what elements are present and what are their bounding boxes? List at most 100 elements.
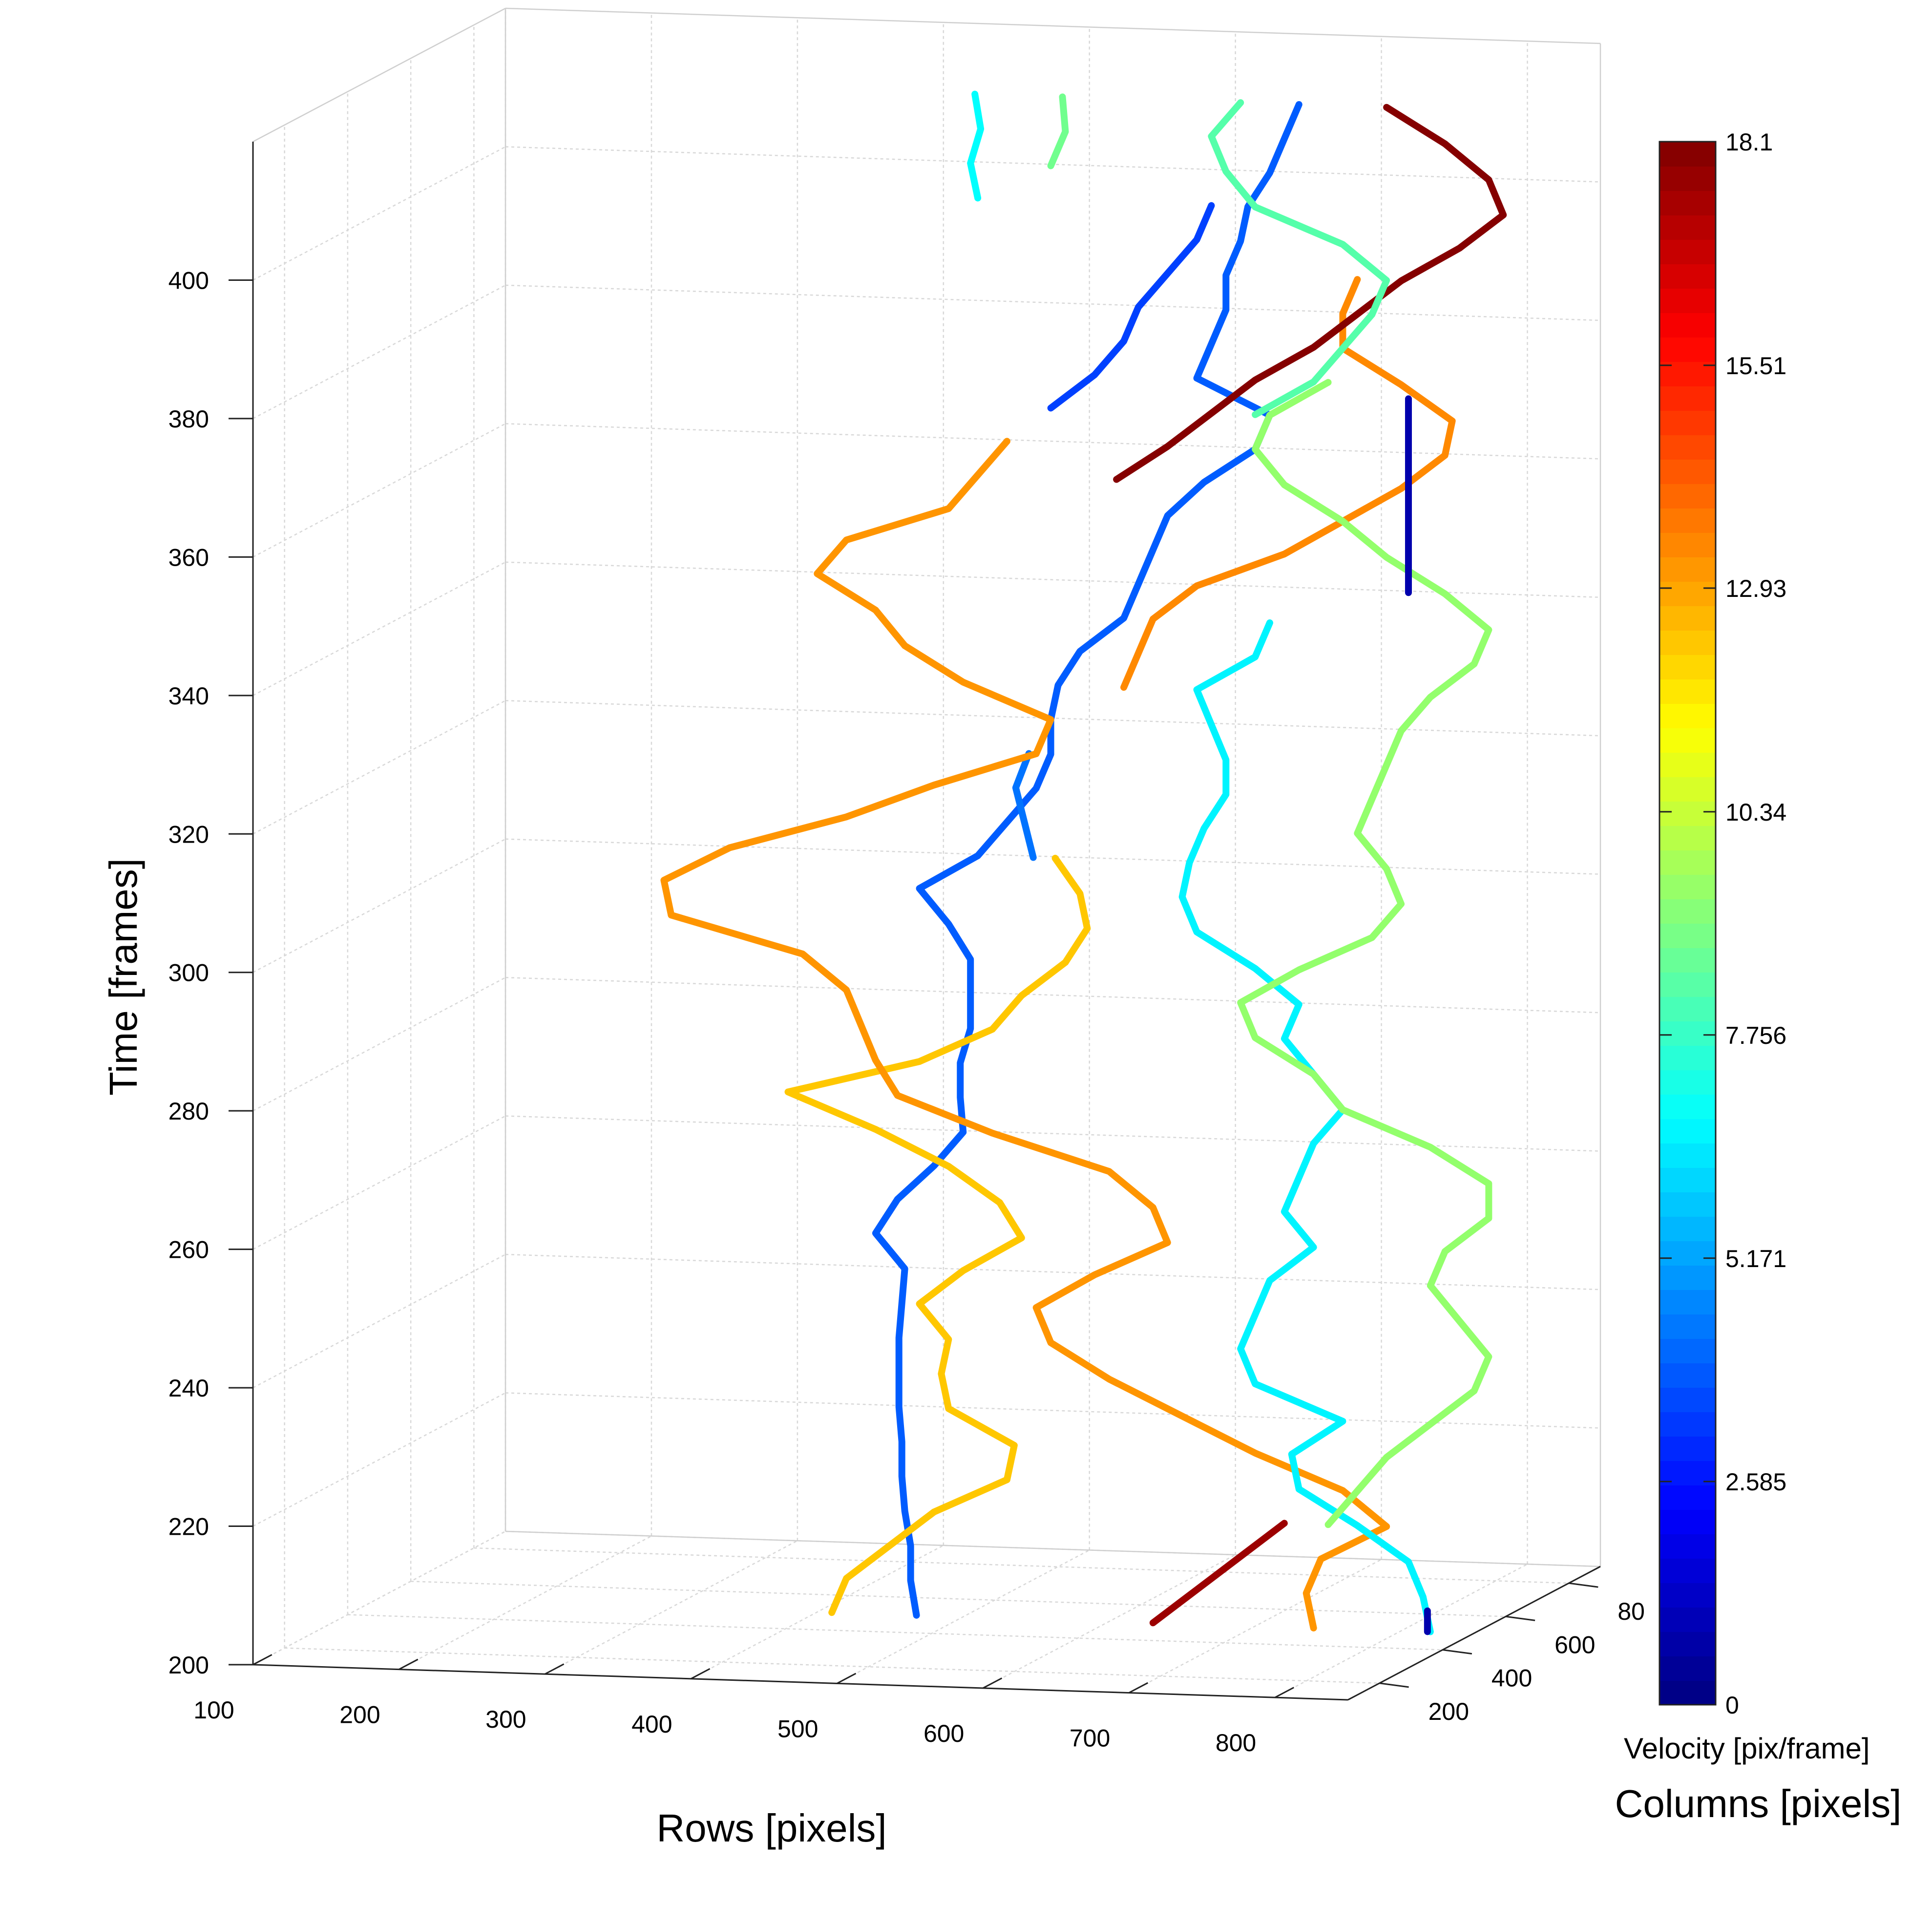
- y-tick-mark: [1569, 1582, 1598, 1588]
- x-tick-mark: [1128, 1682, 1149, 1693]
- trajectory-line: [872, 101, 1302, 1619]
- colorbar-segment: [1659, 923, 1716, 948]
- colorbar-segment: [1659, 1363, 1716, 1388]
- grid-line: [252, 700, 506, 835]
- colorbar-segment: [1659, 1583, 1716, 1608]
- grid-line: [837, 1549, 1090, 1684]
- box-edge: [505, 1530, 1601, 1567]
- colorbar-segment: [1659, 1094, 1716, 1119]
- z-tick-label: 340: [168, 682, 209, 710]
- colorbar-segment: [1659, 581, 1716, 606]
- z-tick-label: 200: [168, 1651, 209, 1679]
- colorbar-segment: [1659, 1412, 1716, 1437]
- colorbar-segment: [1659, 1558, 1716, 1583]
- x-tick-label: 100: [193, 1696, 234, 1724]
- colorbar-segment: [1659, 1534, 1716, 1559]
- colorbar-tick-label: 18.1: [1725, 128, 1773, 156]
- colorbar-segment: [1659, 532, 1716, 557]
- colorbar-title: Velocity [pix/frame]: [1624, 1732, 1870, 1765]
- colorbar-segment: [1659, 264, 1716, 289]
- trajectory-line: [784, 854, 1091, 1616]
- colorbar-segment: [1659, 679, 1716, 704]
- z-tick-label: 240: [168, 1375, 209, 1402]
- grid-line: [411, 1581, 1506, 1617]
- x-tick-label: 300: [485, 1706, 526, 1733]
- grid-lines: [252, 7, 1601, 1701]
- box-edge: [505, 7, 1601, 44]
- trajectory-line: [1047, 93, 1069, 169]
- y-tick-mark: [1379, 1682, 1409, 1688]
- grid-line: [505, 1253, 1601, 1291]
- colorbar-segment: [1659, 459, 1716, 484]
- z-tick-label: 380: [168, 405, 209, 433]
- grid-line: [545, 1540, 798, 1675]
- x-axis-line: [252, 1664, 1348, 1701]
- y-tick-label: 400: [1491, 1665, 1532, 1692]
- trajectory-line: [1208, 99, 1390, 418]
- z-tick-label: 400: [168, 267, 209, 294]
- trajectory-line: [1047, 202, 1215, 412]
- colorbar-segment: [1659, 1631, 1716, 1656]
- z-tick-label: 260: [168, 1236, 209, 1264]
- grid-line: [252, 423, 506, 558]
- grid-line: [505, 976, 1601, 1014]
- colorbar-segment: [1659, 606, 1716, 631]
- colorbar-segment: [1659, 313, 1716, 338]
- colorbar-segment: [1659, 1436, 1716, 1461]
- y-tick-label: 80: [1617, 1598, 1645, 1625]
- x-axis-title: Rows [pixels]: [656, 1806, 886, 1850]
- colorbar-segment: [1659, 1167, 1716, 1192]
- trajectory-line: [1237, 379, 1492, 1528]
- colorbar-segment: [1659, 337, 1716, 362]
- colorbar-tick-label: 5.171: [1725, 1245, 1786, 1272]
- colorbar-segment: [1659, 142, 1716, 167]
- grid-line: [252, 146, 506, 281]
- colorbar-segment: [1659, 239, 1716, 264]
- trajectory-line: [967, 90, 985, 202]
- colorbar-segment: [1659, 435, 1716, 460]
- colorbar-segment: [1659, 288, 1716, 313]
- grid-line: [983, 1554, 1236, 1689]
- colorbar-segment: [1659, 874, 1716, 899]
- colorbar-segment: [1659, 166, 1716, 191]
- x-tick-mark: [399, 1658, 419, 1670]
- grid-line: [691, 1545, 944, 1679]
- colorbar-segment: [1659, 1387, 1716, 1412]
- colorbar-segment: [1659, 1143, 1716, 1168]
- z-tick-label: 300: [168, 959, 209, 987]
- colorbar-segment: [1659, 1485, 1716, 1510]
- colorbar-segment: [1659, 630, 1716, 655]
- grid-line: [252, 838, 506, 973]
- colorbar-segment: [1659, 655, 1716, 679]
- y-axis-line: [1347, 1566, 1601, 1701]
- z-tick-label: 360: [168, 544, 209, 571]
- colorbar-segment: [1659, 190, 1716, 215]
- colorbar-tick-label: 0: [1725, 1692, 1739, 1719]
- axes-frame: [252, 142, 1601, 1701]
- colorbar-frame: [1659, 141, 1717, 1706]
- grid-line: [252, 977, 506, 1112]
- y-axis-title: Columns [pixels]: [1615, 1782, 1902, 1825]
- grid-line: [347, 1614, 1443, 1651]
- colorbar-segment: [1659, 1314, 1716, 1339]
- colorbar-segment: [1659, 484, 1716, 508]
- y-tick-mark: [1505, 1615, 1535, 1621]
- colorbar-segment: [1659, 215, 1716, 240]
- x-tick-mark: [982, 1677, 1003, 1689]
- trajectory-line: [1012, 750, 1037, 861]
- colorbar-segment: [1659, 728, 1716, 753]
- colorbar-segment: [1659, 386, 1716, 411]
- x-tick-label: 400: [631, 1711, 672, 1738]
- grid-line: [399, 1535, 652, 1670]
- x-tick-label: 700: [1070, 1725, 1110, 1752]
- grid-line: [252, 1115, 506, 1250]
- colorbar-segment: [1659, 410, 1716, 435]
- colorbar-segment: [1659, 1119, 1716, 1143]
- colorbar-segment: [1659, 1509, 1716, 1534]
- colorbar-segment: [1659, 557, 1716, 582]
- colorbar-segment: [1659, 850, 1716, 875]
- colorbar-segment: [1659, 703, 1716, 728]
- grid-line: [505, 561, 1601, 598]
- colorbar-tick-label: 2.585: [1725, 1468, 1786, 1496]
- grid-line: [252, 561, 506, 696]
